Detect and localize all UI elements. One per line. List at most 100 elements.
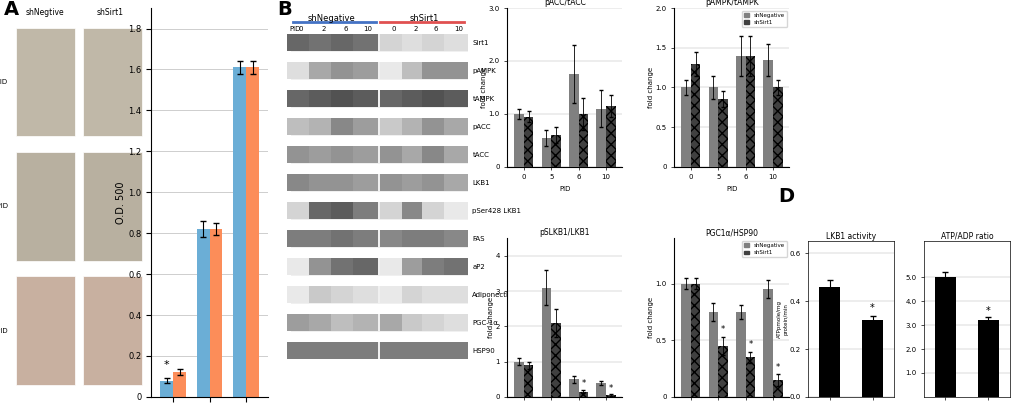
Bar bbox=[422, 147, 445, 163]
Bar bbox=[331, 342, 356, 359]
Bar bbox=[354, 342, 377, 359]
Bar bbox=[717, 99, 727, 167]
Bar bbox=[290, 258, 468, 275]
Bar bbox=[290, 342, 468, 360]
Bar bbox=[290, 118, 468, 136]
Bar bbox=[401, 34, 426, 51]
Bar bbox=[605, 106, 615, 167]
Text: 6: 6 bbox=[433, 26, 438, 32]
Bar bbox=[443, 175, 468, 191]
Bar bbox=[736, 312, 745, 397]
Bar bbox=[762, 289, 772, 397]
Bar bbox=[578, 392, 588, 397]
X-axis label: PID: PID bbox=[726, 186, 737, 192]
Bar bbox=[286, 34, 311, 51]
Bar bbox=[681, 87, 690, 167]
Bar bbox=[443, 202, 468, 219]
Bar bbox=[160, 381, 173, 397]
Bar bbox=[379, 62, 404, 79]
Bar bbox=[379, 286, 404, 303]
Bar bbox=[772, 380, 782, 397]
Bar bbox=[290, 174, 468, 192]
Bar bbox=[354, 258, 377, 275]
Bar bbox=[286, 119, 311, 135]
Bar bbox=[379, 90, 404, 107]
Bar bbox=[309, 34, 333, 51]
Y-axis label: fold change: fold change bbox=[647, 297, 653, 338]
Bar bbox=[443, 119, 468, 135]
Bar bbox=[818, 287, 840, 397]
Bar bbox=[422, 175, 445, 191]
Text: *: * bbox=[985, 306, 989, 316]
Bar bbox=[309, 342, 333, 359]
Bar bbox=[422, 286, 445, 303]
Bar bbox=[354, 286, 377, 303]
Bar bbox=[717, 346, 727, 397]
Bar bbox=[401, 202, 426, 219]
Text: *: * bbox=[720, 325, 725, 334]
Bar bbox=[443, 314, 468, 330]
Bar bbox=[309, 202, 333, 219]
Legend: shNegative, shSirt1: shNegative, shSirt1 bbox=[742, 241, 786, 257]
Bar bbox=[443, 147, 468, 163]
Bar bbox=[401, 90, 426, 107]
Bar bbox=[286, 147, 311, 163]
Bar bbox=[681, 284, 690, 397]
Title: ATP/ADP ratio: ATP/ADP ratio bbox=[940, 232, 993, 241]
Y-axis label: ATPpmole/mg
protein/min: ATPpmole/mg protein/min bbox=[776, 300, 788, 338]
Bar bbox=[514, 362, 524, 397]
Text: aP2: aP2 bbox=[472, 264, 485, 270]
Bar bbox=[690, 284, 700, 397]
Text: 10 PID: 10 PID bbox=[0, 328, 7, 334]
Text: LKB1: LKB1 bbox=[472, 180, 489, 186]
Text: shNegtive: shNegtive bbox=[25, 8, 64, 17]
Bar bbox=[354, 62, 377, 79]
Bar bbox=[422, 119, 445, 135]
Bar bbox=[422, 34, 445, 51]
Bar bbox=[309, 314, 333, 330]
Bar bbox=[379, 119, 404, 135]
Bar bbox=[596, 109, 605, 167]
Bar bbox=[290, 230, 468, 247]
Bar bbox=[286, 342, 311, 359]
Text: shSirt1: shSirt1 bbox=[97, 8, 123, 17]
Bar bbox=[379, 258, 404, 275]
Text: *: * bbox=[869, 303, 874, 313]
Bar bbox=[83, 28, 143, 136]
Bar bbox=[286, 230, 311, 247]
Y-axis label: O.D. 500: O.D. 500 bbox=[115, 181, 125, 224]
Text: *: * bbox=[775, 363, 780, 372]
Text: 0: 0 bbox=[391, 26, 395, 32]
Bar bbox=[286, 258, 311, 275]
Text: shNegative: shNegative bbox=[307, 14, 355, 23]
Text: HSP90: HSP90 bbox=[472, 348, 494, 354]
Bar bbox=[286, 314, 311, 330]
Bar bbox=[83, 152, 143, 261]
Bar bbox=[605, 395, 615, 397]
Text: FAS: FAS bbox=[472, 236, 484, 242]
Text: D: D bbox=[777, 187, 794, 206]
Bar bbox=[933, 277, 955, 397]
Bar bbox=[290, 90, 468, 108]
Text: 0 PID: 0 PID bbox=[0, 79, 7, 85]
Bar bbox=[331, 62, 356, 79]
Bar bbox=[422, 62, 445, 79]
X-axis label: PID: PID bbox=[558, 186, 570, 192]
Bar bbox=[524, 365, 533, 397]
Text: PID: PID bbox=[288, 26, 300, 32]
Bar bbox=[331, 286, 356, 303]
Bar bbox=[290, 34, 468, 51]
Text: pSer428 LKB1: pSer428 LKB1 bbox=[472, 208, 521, 214]
Bar bbox=[354, 90, 377, 107]
Bar bbox=[197, 229, 210, 397]
Bar bbox=[443, 230, 468, 247]
Text: *: * bbox=[608, 384, 612, 393]
Bar bbox=[309, 147, 333, 163]
Bar bbox=[745, 56, 754, 167]
Text: 2: 2 bbox=[321, 26, 325, 32]
Bar bbox=[550, 323, 560, 397]
Bar bbox=[422, 202, 445, 219]
Bar bbox=[379, 175, 404, 191]
Title: PGC1α/HSP90: PGC1α/HSP90 bbox=[705, 228, 757, 237]
Bar bbox=[401, 62, 426, 79]
